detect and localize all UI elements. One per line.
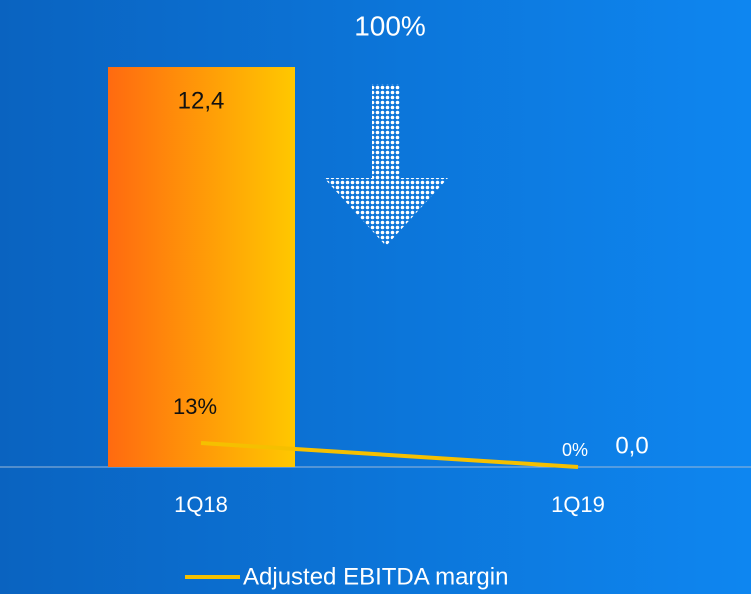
bar-value-label: 12,4 — [178, 87, 225, 114]
line — [200, 441, 579, 469]
bar — [108, 67, 295, 468]
bar-value-label: 0,0 — [615, 432, 648, 459]
x-tick-label: 1Q18 — [174, 492, 228, 517]
line-value-label: 0% — [562, 440, 588, 460]
x-tick-label: 1Q19 — [551, 492, 605, 517]
line-value-label: 13% — [173, 394, 217, 419]
legend-label: Adjusted EBITDA margin — [243, 563, 508, 590]
annotation: 100% — [354, 10, 426, 41]
down-arrow — [324, 84, 448, 246]
